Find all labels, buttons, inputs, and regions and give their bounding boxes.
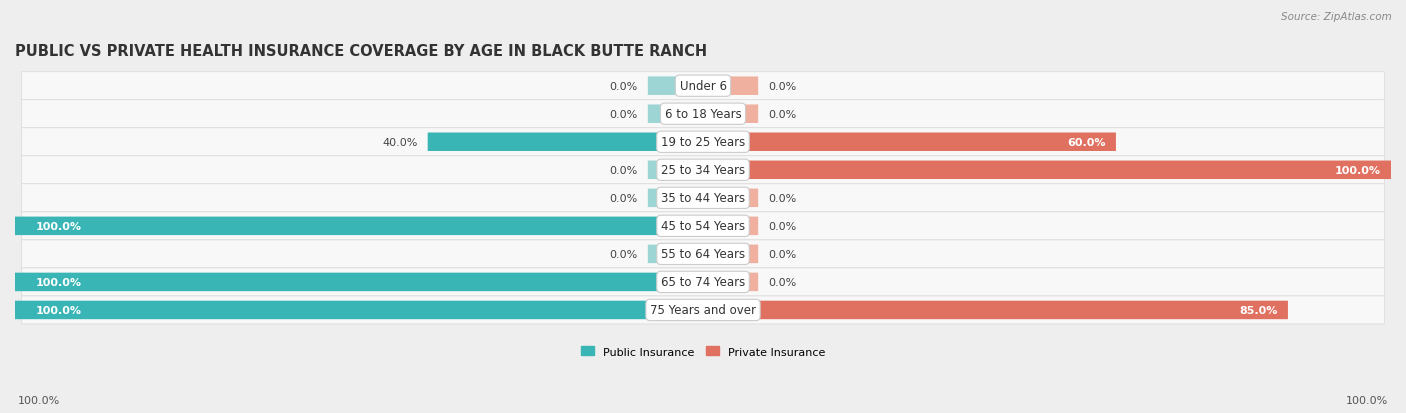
FancyBboxPatch shape: [21, 128, 1385, 157]
FancyBboxPatch shape: [703, 189, 758, 208]
Text: 55 to 64 Years: 55 to 64 Years: [661, 248, 745, 261]
FancyBboxPatch shape: [703, 161, 1391, 180]
Text: 75 Years and over: 75 Years and over: [650, 304, 756, 317]
Text: 0.0%: 0.0%: [609, 165, 638, 176]
FancyBboxPatch shape: [21, 240, 1385, 268]
Text: 0.0%: 0.0%: [768, 81, 797, 91]
Text: 0.0%: 0.0%: [609, 249, 638, 259]
Text: Source: ZipAtlas.com: Source: ZipAtlas.com: [1281, 12, 1392, 22]
Text: 60.0%: 60.0%: [1067, 138, 1105, 147]
Text: 40.0%: 40.0%: [382, 138, 418, 147]
Text: 0.0%: 0.0%: [768, 109, 797, 119]
FancyBboxPatch shape: [703, 301, 1288, 319]
Text: 19 to 25 Years: 19 to 25 Years: [661, 136, 745, 149]
Text: 45 to 54 Years: 45 to 54 Years: [661, 220, 745, 233]
Text: 0.0%: 0.0%: [768, 249, 797, 259]
Text: 0.0%: 0.0%: [768, 221, 797, 231]
FancyBboxPatch shape: [15, 217, 703, 235]
Text: 6 to 18 Years: 6 to 18 Years: [665, 108, 741, 121]
Text: 100.0%: 100.0%: [35, 277, 82, 287]
FancyBboxPatch shape: [703, 77, 758, 96]
FancyBboxPatch shape: [21, 73, 1385, 100]
FancyBboxPatch shape: [703, 245, 758, 263]
FancyBboxPatch shape: [648, 105, 703, 123]
Text: 65 to 74 Years: 65 to 74 Years: [661, 276, 745, 289]
Text: 0.0%: 0.0%: [609, 109, 638, 119]
Text: 25 to 34 Years: 25 to 34 Years: [661, 164, 745, 177]
FancyBboxPatch shape: [21, 296, 1385, 324]
FancyBboxPatch shape: [21, 212, 1385, 240]
FancyBboxPatch shape: [427, 133, 703, 152]
FancyBboxPatch shape: [703, 273, 758, 292]
Text: 100.0%: 100.0%: [35, 305, 82, 315]
Text: 0.0%: 0.0%: [768, 277, 797, 287]
FancyBboxPatch shape: [15, 301, 703, 319]
FancyBboxPatch shape: [21, 100, 1385, 128]
FancyBboxPatch shape: [648, 77, 703, 96]
Text: Under 6: Under 6: [679, 80, 727, 93]
Text: 0.0%: 0.0%: [768, 193, 797, 203]
Text: PUBLIC VS PRIVATE HEALTH INSURANCE COVERAGE BY AGE IN BLACK BUTTE RANCH: PUBLIC VS PRIVATE HEALTH INSURANCE COVER…: [15, 44, 707, 59]
Legend: Public Insurance, Private Insurance: Public Insurance, Private Insurance: [578, 343, 828, 360]
FancyBboxPatch shape: [703, 133, 1116, 152]
Text: 85.0%: 85.0%: [1239, 305, 1278, 315]
Text: 100.0%: 100.0%: [18, 395, 60, 405]
FancyBboxPatch shape: [21, 184, 1385, 212]
FancyBboxPatch shape: [648, 245, 703, 263]
Text: 100.0%: 100.0%: [35, 221, 82, 231]
FancyBboxPatch shape: [21, 157, 1385, 184]
FancyBboxPatch shape: [648, 161, 703, 180]
FancyBboxPatch shape: [703, 105, 758, 123]
Text: 100.0%: 100.0%: [1346, 395, 1388, 405]
FancyBboxPatch shape: [648, 189, 703, 208]
Text: 35 to 44 Years: 35 to 44 Years: [661, 192, 745, 205]
FancyBboxPatch shape: [21, 268, 1385, 296]
Text: 100.0%: 100.0%: [1334, 165, 1381, 176]
FancyBboxPatch shape: [703, 217, 758, 235]
Text: 0.0%: 0.0%: [609, 81, 638, 91]
Text: 0.0%: 0.0%: [609, 193, 638, 203]
FancyBboxPatch shape: [15, 273, 703, 292]
